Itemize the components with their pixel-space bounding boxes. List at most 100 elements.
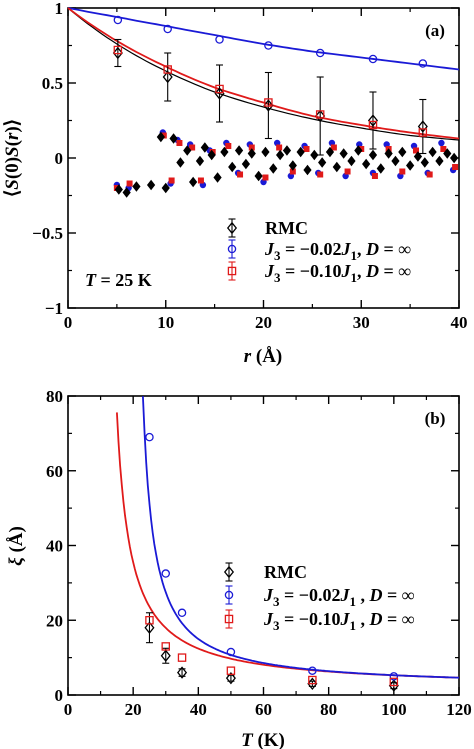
a-cloud-point-j3_010 <box>248 144 255 151</box>
a-cloud-point-rmc <box>169 133 178 144</box>
a-cloud-point-rmc <box>288 160 297 171</box>
a-cloud-point-rmc <box>391 155 400 167</box>
a-cloud-point-j3_010 <box>262 174 269 181</box>
a-cloud-point-rmc <box>310 149 319 161</box>
b-plot-frame <box>67 395 460 696</box>
a-fit-curve-3 <box>67 7 460 140</box>
b-data-point-1 <box>225 671 236 685</box>
a-panel-label: (a) <box>425 21 445 40</box>
a-data-point-3 <box>113 45 123 55</box>
a-legend-label-2: J3 = −0.02J1, D = ∞ <box>264 239 411 263</box>
a-cloud-point-rmc <box>303 164 312 176</box>
a-cloud-point-rmc <box>183 145 192 156</box>
b-data-point-2 <box>308 666 317 675</box>
a-cloud-point-rmc <box>220 146 229 158</box>
a-y-axis-label-group: ⟨S(0)S(r)⟩ <box>2 119 23 197</box>
a-cloud-point-rmc <box>282 145 292 156</box>
b-data-point-1 <box>160 649 171 662</box>
b-x-tick-label: 0 <box>64 700 73 719</box>
a-cloud-point-rmc <box>406 160 415 171</box>
a-data-point-1 <box>112 46 123 60</box>
b-data-point-1 <box>144 621 155 634</box>
a-cloud-point-rmc <box>428 146 437 158</box>
b-y-tick-label: 20 <box>46 611 63 630</box>
a-cloud-point-rmc <box>332 161 341 173</box>
a-cloud-point-j3_010 <box>176 140 183 146</box>
a-cloud-point-rmc <box>398 146 407 158</box>
a-data-point-1 <box>214 87 225 100</box>
a-data-point-2 <box>315 48 325 58</box>
a-x-tick-label: 0 <box>64 313 73 332</box>
a-cloud-point-rmc <box>176 157 185 168</box>
a-data-point-3 <box>315 110 325 119</box>
a-cloud-point-rmc <box>443 148 452 159</box>
b-legend-marker-2 <box>224 590 234 600</box>
b-data-point-2 <box>389 672 399 681</box>
b-data-point-2 <box>226 647 236 657</box>
a-cloud-point-j3_010 <box>399 168 406 175</box>
a-x-tick-label: 20 <box>255 313 272 332</box>
a-cloud-point-j3_002 <box>438 139 445 147</box>
a-data-point-2 <box>418 59 428 68</box>
a-cloud-point-rmc <box>368 149 378 161</box>
a-cloud-point-j3_010 <box>126 180 133 187</box>
a-legend-label-3: J3 = −0.10J1, D = ∞ <box>264 261 411 285</box>
b-legend-label-2: J3 = −0.02J1 , D = ∞ <box>263 585 415 609</box>
a-cloud-point-j3_010 <box>289 168 296 175</box>
a-data-point-3 <box>418 128 428 137</box>
b-data-point-2 <box>145 432 154 442</box>
b-x-tick-label: 100 <box>381 700 407 719</box>
a-cloud-point-rmc <box>354 145 363 156</box>
b-y-tick-label: 80 <box>46 387 63 406</box>
a-cloud-point-rmc <box>200 142 209 153</box>
b-data-point-1 <box>177 666 188 679</box>
a-cloud-point-rmc <box>450 152 459 164</box>
b-x-tick-label: 120 <box>446 700 472 719</box>
b-data-point-3 <box>161 642 170 651</box>
b-data-point-3 <box>226 666 236 675</box>
b-legend-marker-1 <box>223 565 235 579</box>
b-data-point-2 <box>177 608 187 618</box>
b-legend-marker-3 <box>224 614 234 624</box>
a-cloud-point-rmc <box>339 148 348 159</box>
a-data-point-1 <box>263 99 274 112</box>
a-cloud-point-rmc <box>413 151 423 162</box>
b-x-tick-label: 80 <box>320 700 337 719</box>
a-x-axis-label: r (Å) <box>244 346 283 367</box>
a-data-point-3 <box>215 84 224 94</box>
b-data-point-3 <box>389 677 399 687</box>
a-data-point-1 <box>315 109 326 123</box>
a-cloud-point-j3_010 <box>452 164 459 170</box>
a-cloud-point-j3_010 <box>168 177 175 184</box>
b-legend-label-1: RMC <box>264 562 307 582</box>
a-cloud-point-rmc <box>384 148 393 159</box>
a-x-tick-label: 10 <box>157 313 174 332</box>
a-cloud-point-j3_010 <box>412 147 419 154</box>
a-cloud-point-rmc <box>254 170 263 182</box>
a-cloud-point-rmc <box>161 182 170 194</box>
b-data-point-1 <box>388 679 399 692</box>
b-y-tick-label: 60 <box>46 462 63 481</box>
a-data-point-2 <box>368 54 378 64</box>
b-x-tick-label: 40 <box>190 700 207 719</box>
a-cloud-point-rmc <box>234 145 244 156</box>
b-legend-label-3: J3 = −0.10J1 , D = ∞ <box>263 609 415 633</box>
a-cloud-point-rmc <box>296 146 305 158</box>
a-cloud-point-rmc <box>114 184 123 195</box>
a-cloud-point-rmc <box>213 172 222 183</box>
a-data-point-1 <box>162 70 173 84</box>
b-x-tick-label: 20 <box>125 700 142 719</box>
a-cloud-point-rmc <box>435 155 444 167</box>
a-data-point-3 <box>163 65 172 74</box>
a-cloud-point-j3_010 <box>426 171 433 178</box>
b-data-point-3 <box>145 616 154 625</box>
a-cloud-point-rmc <box>146 179 156 191</box>
a-cloud-point-rmc <box>269 163 278 174</box>
b-y-tick-label: 0 <box>55 686 64 705</box>
a-cloud-point-j3_010 <box>237 171 244 178</box>
b-data-point-3 <box>308 675 317 685</box>
a-cloud-point-rmc <box>241 158 251 170</box>
a-cloud-point-j3_010 <box>303 146 310 152</box>
a-cloud-point-rmc <box>325 146 335 158</box>
